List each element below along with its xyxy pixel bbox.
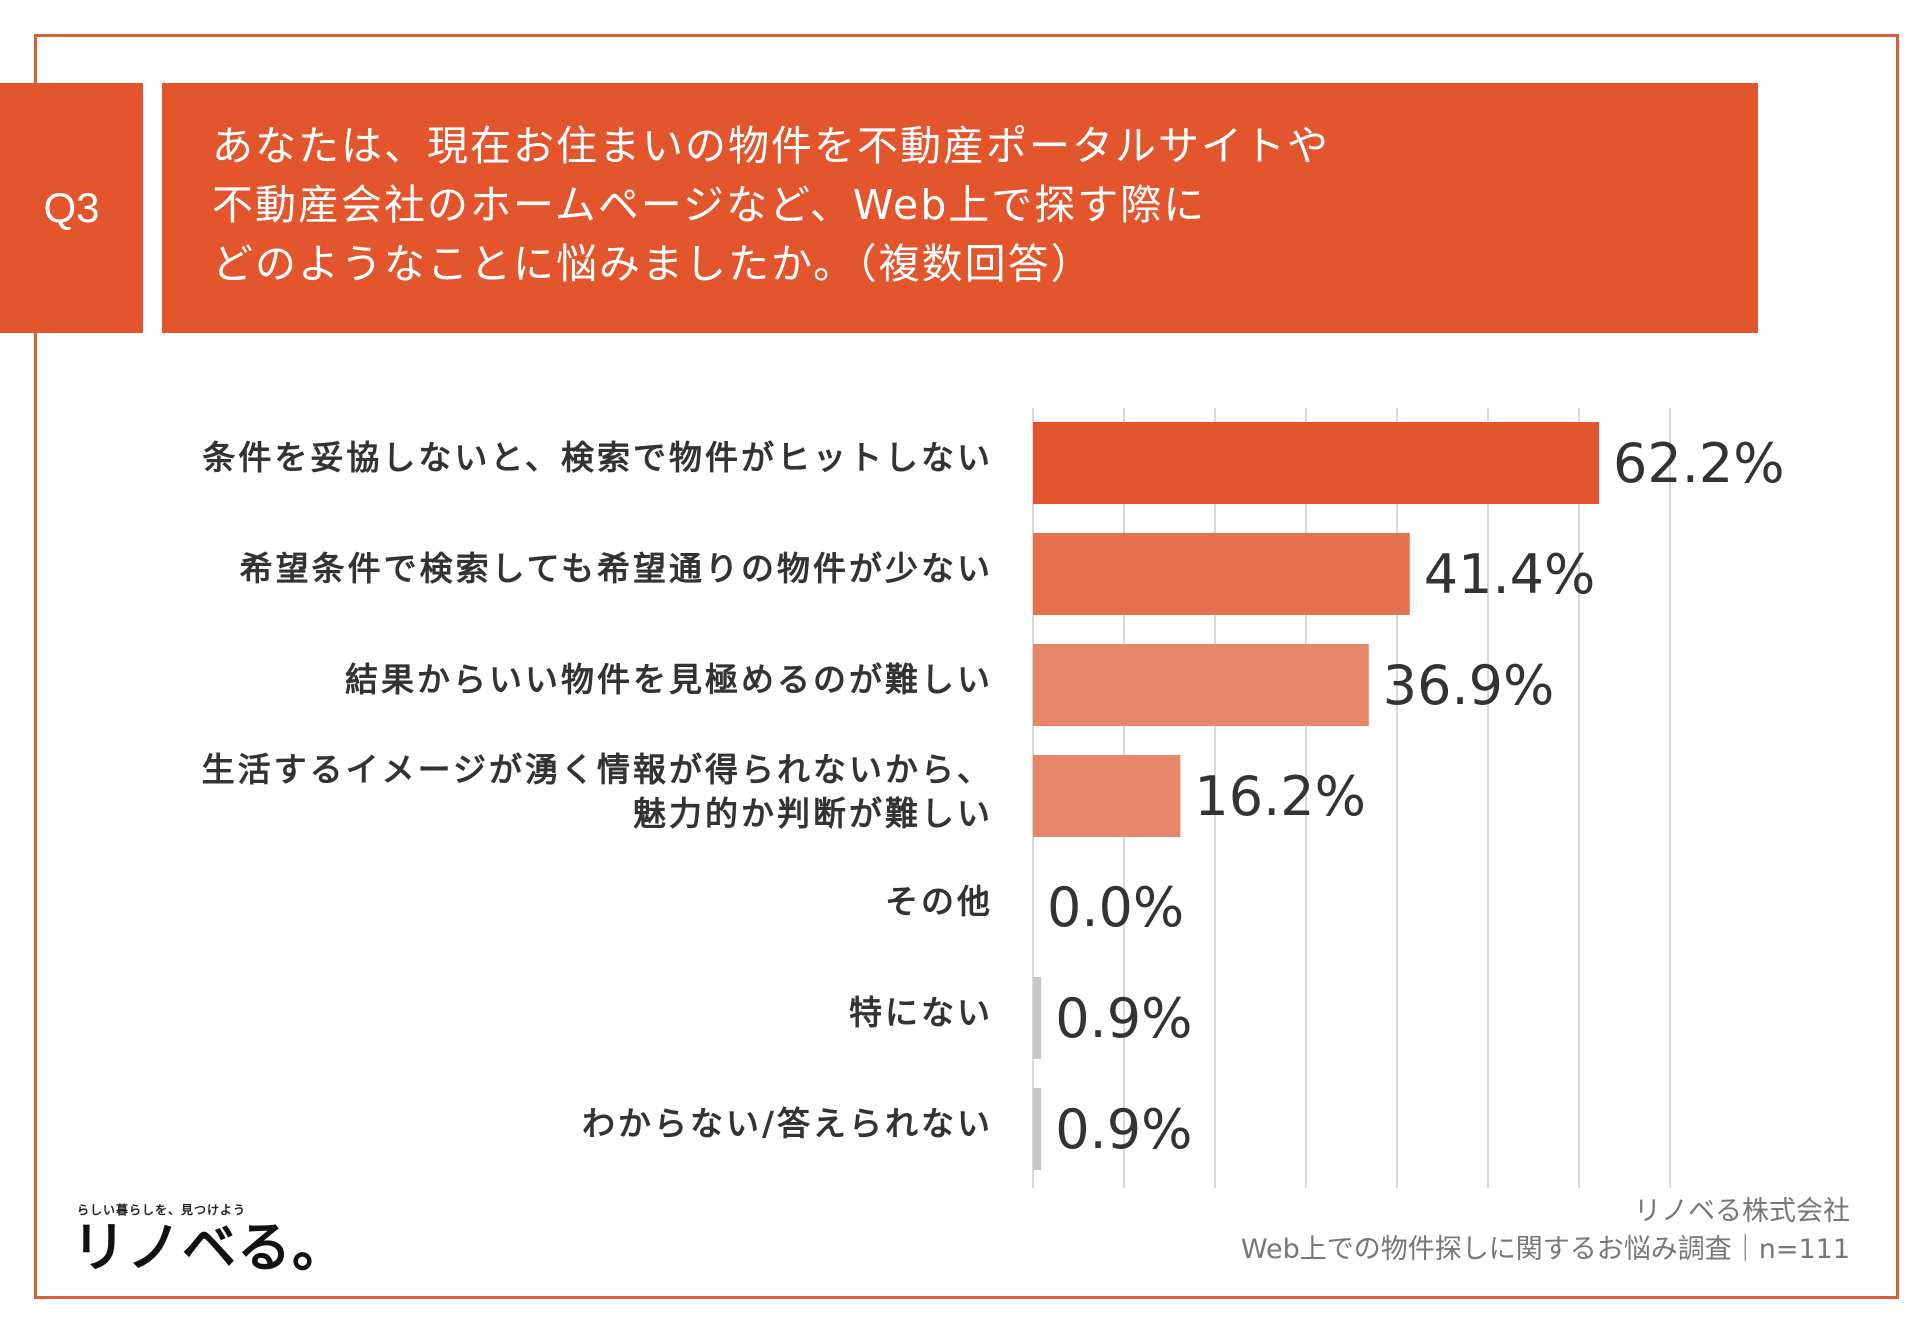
category-label-7: わからない/答えられない: [581, 1104, 993, 1143]
company-name: リノベる株式会社: [1634, 1196, 1850, 1227]
question-badge: Q3: [0, 83, 143, 333]
category-label-4: 生活するイメージが湧く情報が得られないから、 魅力的か判断が難しい: [202, 748, 993, 836]
category-label-2: 希望条件で検索しても希望通りの物件が少ない: [239, 549, 993, 588]
logo-tagline: らしい暮らしを、見つけよう: [77, 1203, 247, 1217]
value-label-7: 0.9%: [1055, 1098, 1192, 1161]
category-label-1: 条件を妥協しないと、検索で物件がヒットしない: [202, 438, 993, 477]
company-logo: リノベる。: [72, 1216, 347, 1279]
bars: [1033, 422, 1600, 1170]
bar-6: [1033, 977, 1042, 1059]
value-label-3: 36.9%: [1383, 654, 1555, 717]
question-number: Q3: [43, 184, 100, 231]
category-label-4-line-2: 魅力的か判断が難しい: [633, 794, 993, 833]
question-line-1: あなたは、現在お住まいの物件を不動産ポータルサイトや: [212, 122, 1330, 170]
survey-title: Web上での物件探しに関するお悩み調査｜n=111: [1240, 1234, 1850, 1265]
value-label-1: 62.2%: [1613, 432, 1785, 495]
bar-7: [1033, 1088, 1042, 1170]
value-label-2: 41.4%: [1424, 543, 1596, 606]
category-label-4-line-1: 生活するイメージが湧く情報が得られないから、: [201, 750, 993, 789]
question-box: あなたは、現在お住まいの物件を不動産ポータルサイトや 不動産会社のホームページな…: [162, 83, 1758, 333]
category-label-5: その他: [885, 882, 993, 921]
value-label-4: 16.2%: [1194, 765, 1366, 828]
category-label-3: 結果からいい物件を見極めるのが難しい: [345, 660, 993, 699]
value-label-5: 0.0%: [1047, 876, 1184, 939]
bar-4: [1033, 755, 1181, 837]
bar-1: [1033, 422, 1600, 504]
value-label-6: 0.9%: [1055, 987, 1192, 1050]
question-line-3: どのようなことに悩みましたか。（複数回答）: [212, 240, 1094, 288]
bar-2: [1033, 533, 1410, 615]
category-label-6: 特にない: [849, 993, 993, 1032]
slide-frame: [34, 34, 1899, 1299]
bar-3: [1033, 644, 1369, 726]
source-note: リノベる株式会社 Web上での物件探しに関するお悩み調査｜n=111: [1241, 1193, 1850, 1269]
value-labels: 62.2% 41.4% 36.9% 16.2%0.0% 0.9% 0.9%: [1047, 432, 1785, 1161]
question-line-2: 不動産会社のホームページなど、Web上で探す際に: [212, 181, 1207, 229]
